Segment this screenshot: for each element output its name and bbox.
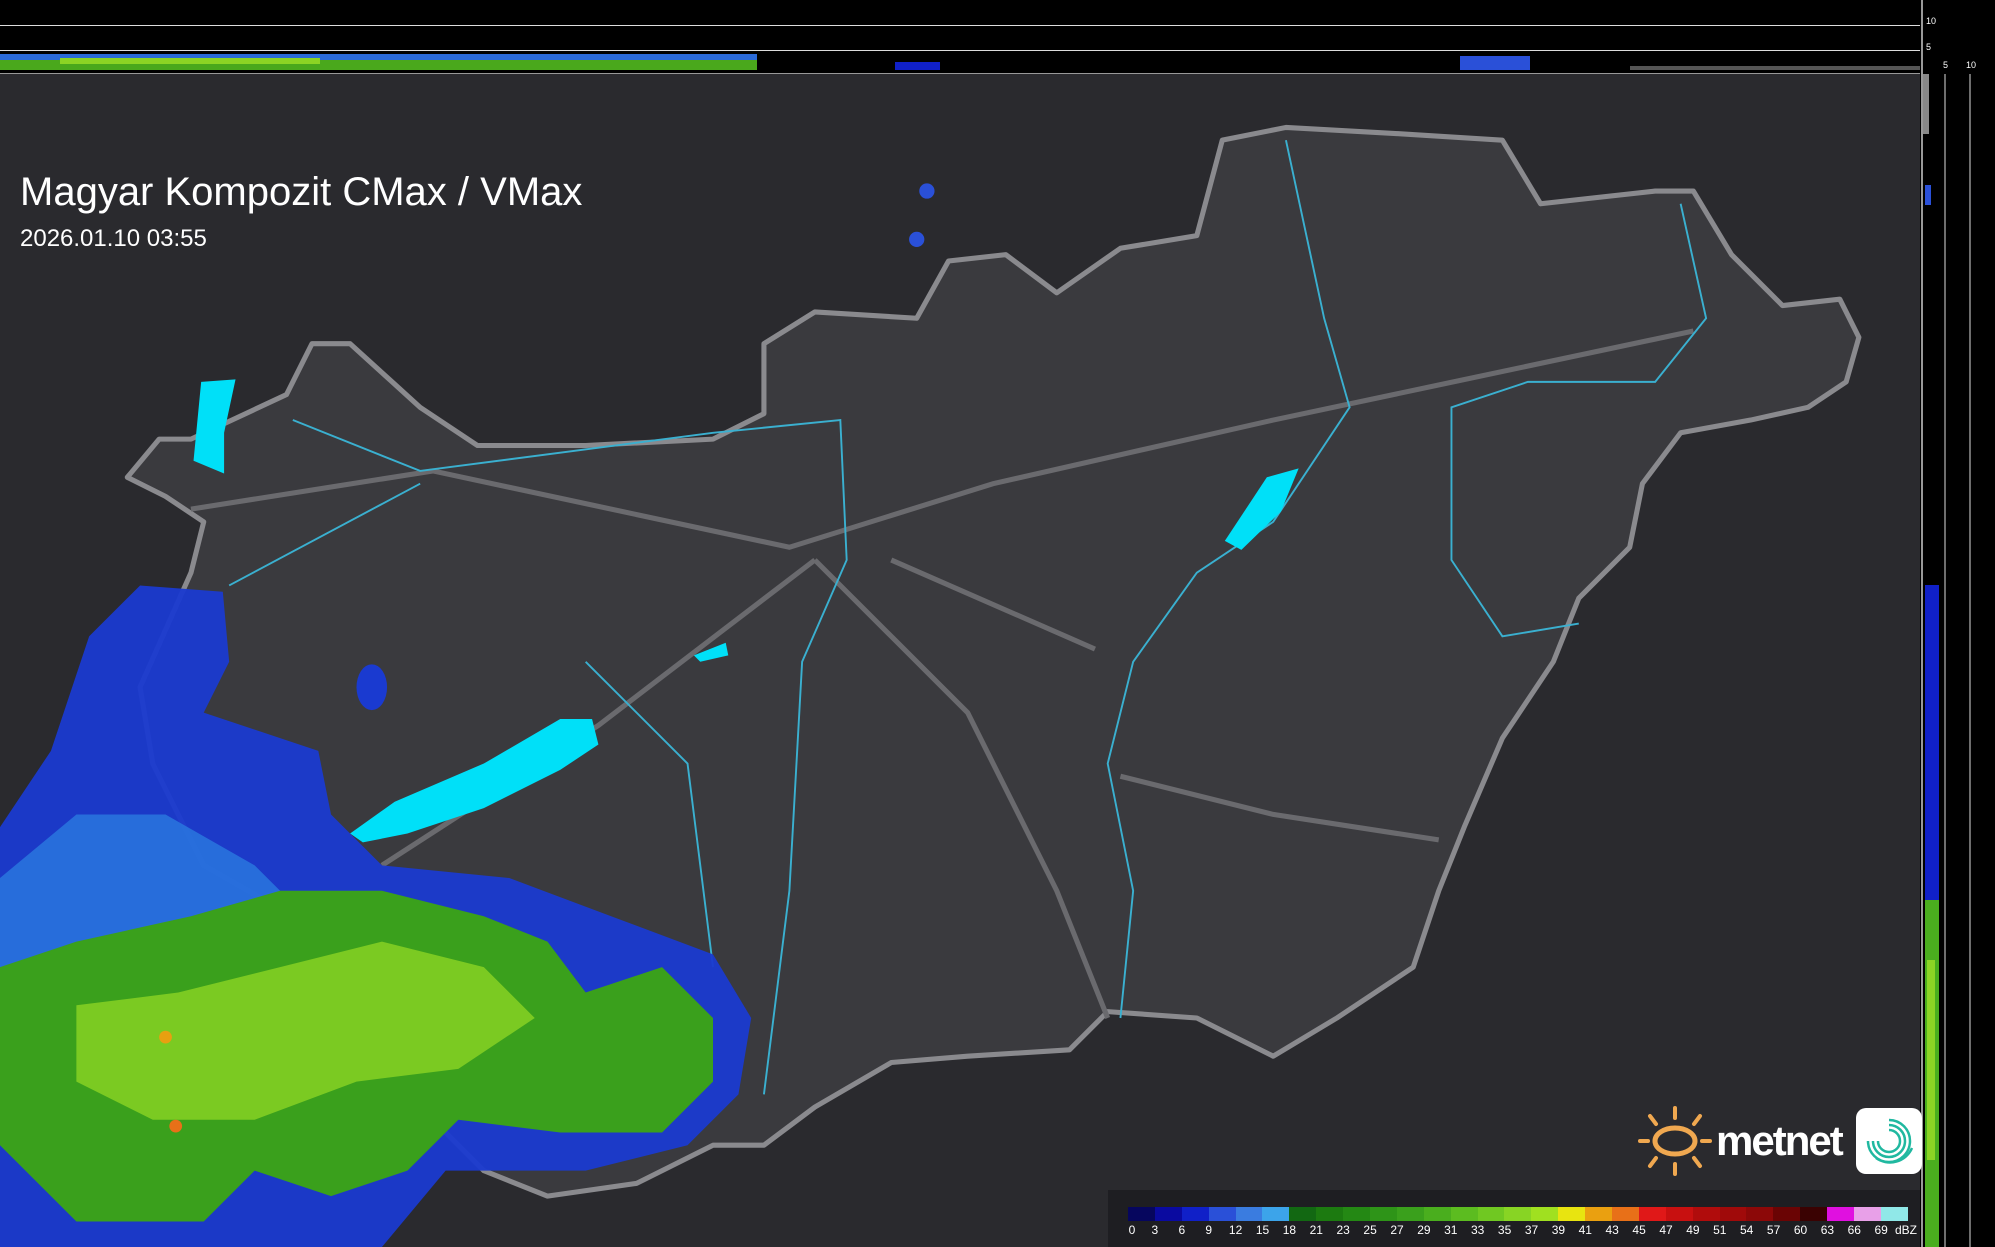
legend-label: 21 <box>1309 1223 1323 1237</box>
legend-swatch <box>1477 1207 1505 1221</box>
swirl-app-icon <box>1855 1108 1922 1174</box>
legend-swatch <box>1585 1207 1613 1221</box>
metnet-logo: metnet <box>1636 1104 1922 1178</box>
roads <box>190 328 1694 1019</box>
radar-echoes <box>0 183 935 1247</box>
legend-label: 45 <box>1632 1223 1646 1237</box>
legend-label: 9 <box>1205 1223 1213 1237</box>
legend-swatch <box>1692 1207 1720 1221</box>
legend-label: 51 <box>1713 1223 1727 1237</box>
legend-swatch <box>1289 1207 1317 1221</box>
top-tick: 5 <box>1926 42 1932 52</box>
legend-swatches <box>1128 1207 1908 1221</box>
legend-swatch <box>1208 1207 1236 1221</box>
legend-unit: dBZ <box>1895 1223 1918 1237</box>
legend-label: 66 <box>1847 1223 1861 1237</box>
legend-label: 15 <box>1255 1223 1270 1237</box>
legend-swatch <box>1343 1207 1371 1221</box>
rivers <box>228 139 1708 1095</box>
legend-swatch <box>1396 1207 1424 1221</box>
top-tick: 10 <box>1926 16 1937 26</box>
legend-swatch <box>1854 1207 1881 1221</box>
legend-label: 23 <box>1336 1223 1350 1237</box>
legend-label: 49 <box>1686 1223 1700 1237</box>
map-canvas <box>0 124 1862 1247</box>
legend-label: 29 <box>1417 1223 1431 1237</box>
gridline <box>0 50 1920 51</box>
legend-swatch <box>1719 1207 1747 1221</box>
legend-label: 27 <box>1390 1223 1404 1237</box>
legend-swatch <box>1262 1207 1290 1221</box>
radar-map[interactable]: Magyar Kompozit CMax / VMax 2026.01.10 0… <box>0 74 1920 1247</box>
logo-text: metnet <box>1716 1117 1844 1164</box>
legend-labels: 0 3 6 9 12 15 18 21 23 25 27 29 31 33 35 37 39 41 43 45 47 49… <box>1128 1223 1918 1239</box>
legend-label: 33 <box>1471 1223 1485 1237</box>
legend-swatch <box>1316 1207 1344 1221</box>
lake-balaton <box>350 719 599 843</box>
legend-swatch <box>1504 1207 1532 1221</box>
gridline <box>0 25 1920 26</box>
legend-label: 31 <box>1444 1223 1458 1237</box>
vertical-profile-right: 10 5 5 10 <box>1921 0 1995 1247</box>
legend-label: 0 <box>1128 1223 1136 1237</box>
legend-label: 43 <box>1605 1223 1619 1237</box>
legend-label: 3 <box>1151 1223 1159 1237</box>
lake-neusiedl <box>193 379 236 474</box>
legend-swatch <box>1827 1207 1855 1221</box>
legend-label: 6 <box>1178 1223 1186 1237</box>
legend-label: 39 <box>1551 1223 1566 1237</box>
legend-label: 57 <box>1766 1223 1781 1237</box>
legend-label: 60 <box>1793 1223 1808 1237</box>
legend-label: 12 <box>1228 1223 1243 1237</box>
sun-icon <box>1638 1106 1712 1176</box>
vertical-profile-top <box>0 0 1920 75</box>
right-tick: 10 <box>1966 60 1977 70</box>
legend-swatch <box>1558 1207 1586 1221</box>
legend-label: 25 <box>1363 1223 1377 1237</box>
legend-label: 18 <box>1282 1223 1297 1237</box>
legend-swatch <box>1746 1207 1774 1221</box>
legend-swatch <box>1128 1207 1155 1221</box>
legend-swatch <box>1773 1207 1801 1221</box>
legend-swatch <box>1531 1207 1559 1221</box>
legend-swatch <box>1638 1207 1666 1221</box>
map-title: Magyar Kompozit CMax / VMax <box>20 170 583 214</box>
legend-label: 63 <box>1820 1223 1835 1237</box>
legend-label: 69 <box>1874 1223 1888 1237</box>
legend-swatch <box>1154 1207 1182 1221</box>
legend-label: 35 <box>1497 1223 1512 1237</box>
legend-swatch <box>1665 1207 1693 1221</box>
legend-label: 47 <box>1659 1223 1673 1237</box>
lakes <box>193 379 1299 843</box>
profile-echoes <box>0 54 1920 70</box>
right-tick: 5 <box>1943 60 1949 70</box>
legend-swatch <box>1880 1207 1908 1221</box>
lake-tisza <box>1224 468 1299 550</box>
dbz-color-legend: 0 3 6 9 12 15 18 21 23 25 27 29 31 33 35 37 39 41 43 45 47 49… <box>1108 1190 1920 1247</box>
legend-label: 54 <box>1740 1223 1754 1237</box>
legend-swatch <box>1370 1207 1397 1221</box>
legend-swatch <box>1612 1207 1639 1221</box>
legend-label: 37 <box>1524 1223 1539 1237</box>
map-timestamp: 2026.01.10 03:55 <box>20 225 207 252</box>
lake-velence <box>693 642 729 662</box>
legend-swatch <box>1450 1207 1478 1221</box>
legend-swatch <box>1181 1207 1209 1221</box>
legend-swatch <box>1235 1207 1263 1221</box>
legend-label: 41 <box>1578 1223 1592 1237</box>
legend-swatch <box>1800 1207 1828 1221</box>
legend-swatch <box>1423 1207 1451 1221</box>
